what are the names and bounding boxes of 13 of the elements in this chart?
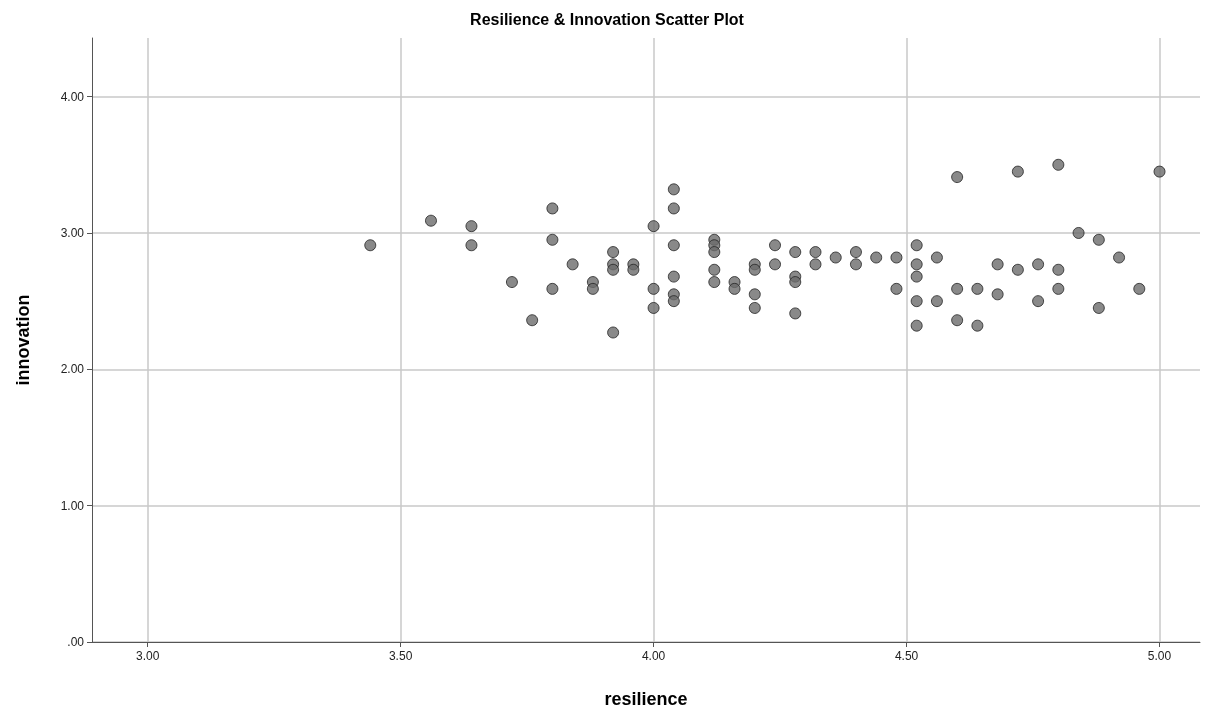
y-tick-label: 4.00 — [60, 89, 85, 104]
y-tick-label: 2.00 — [60, 362, 85, 377]
x-tick-label: 5.00 — [1147, 649, 1172, 663]
x-tick-label: 3.00 — [135, 649, 160, 663]
y-tick-label: .00 — [67, 635, 85, 649]
x-tick-label: 3.50 — [388, 649, 413, 663]
x-tick-label: 4.50 — [894, 649, 919, 663]
y-axis-title: innovation — [13, 294, 33, 386]
x-tick-label: 4.00 — [641, 649, 666, 663]
x-axis-title: resilience — [604, 689, 688, 709]
chart-title: Resilience & Innovation Scatter Plot — [470, 10, 745, 28]
y-tick-label: 3.00 — [60, 225, 85, 240]
y-tick-label: 1.00 — [60, 498, 85, 513]
